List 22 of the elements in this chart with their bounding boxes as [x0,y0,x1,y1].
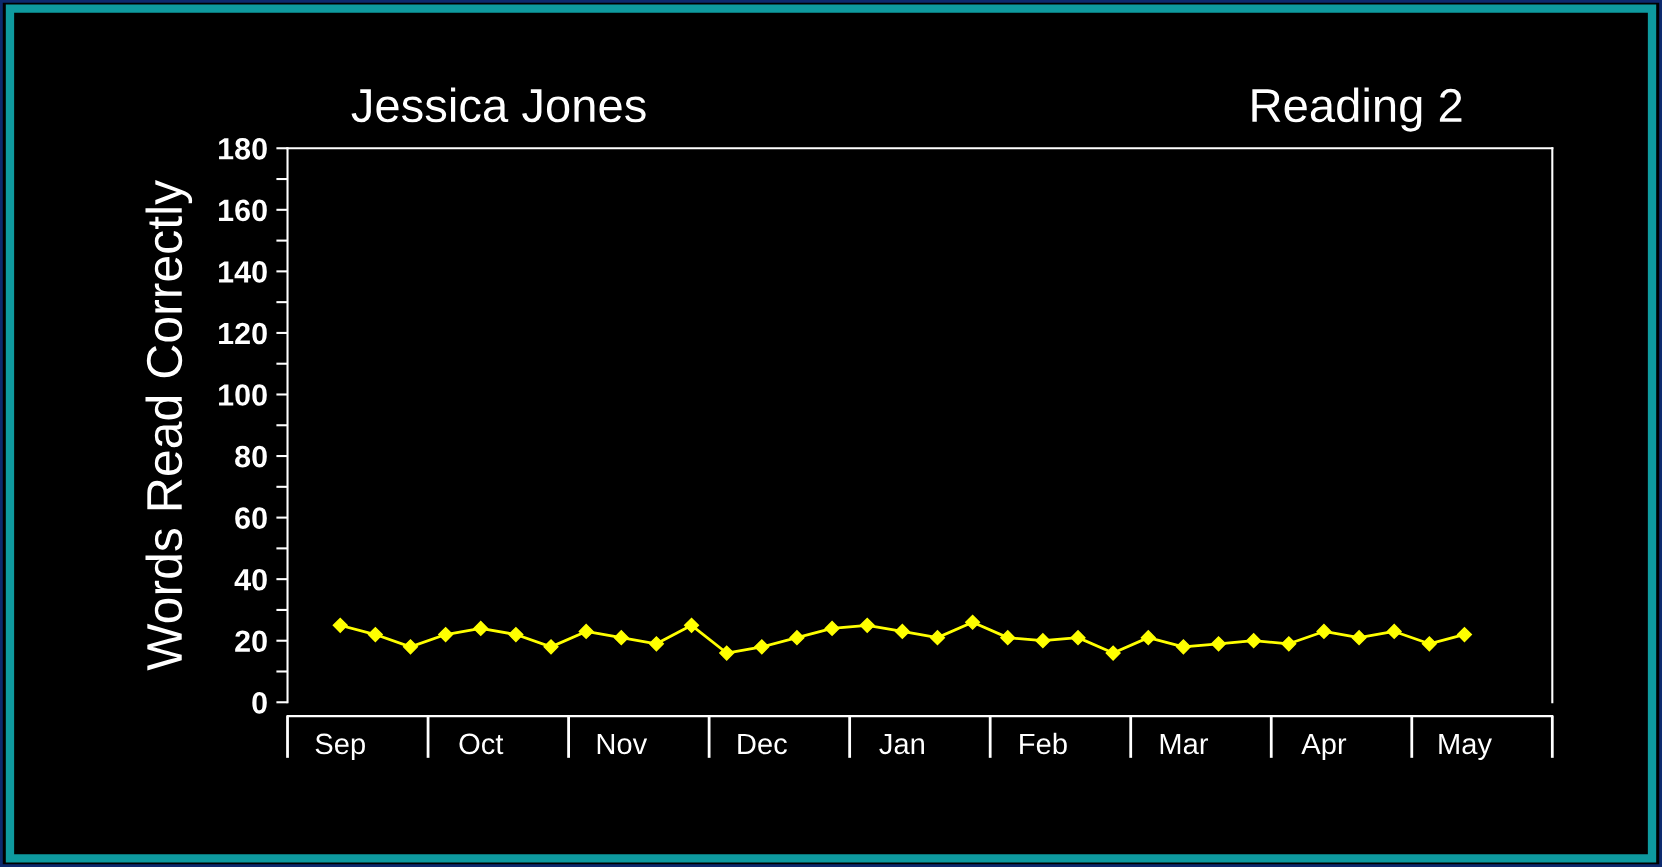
x-tick-label: Feb [1020,732,1067,755]
x-tick-label: Nov [597,733,648,755]
y-axis-title: Words Read Correctly [145,179,193,671]
y-tick-label: 60 [235,507,267,529]
y-tick-label: 20 [235,630,267,653]
y-tick-label: 180 [219,137,267,160]
y-tick-label: 0 [252,692,267,714]
y-tick-label: 140 [219,261,267,283]
chart-subtitle: Reading 2 [1252,87,1462,132]
x-tick-label: Dec [738,733,787,755]
y-tick-label: 40 [234,568,267,591]
x-tick-label: May [1439,733,1492,761]
x-tick-label: Mar [1160,733,1209,755]
x-tick-label: Jan [879,733,924,755]
chart-title: Jessica Jones [351,87,646,123]
x-tick-label: Oct [459,733,504,755]
y-tick-label: 100 [219,384,267,406]
y-tick-label: 160 [219,199,267,222]
y-tick-label: 120 [219,322,267,345]
x-tick-label: Sep [315,733,365,761]
x-tick-label: Apr [1301,733,1347,761]
y-tick-label: 80 [235,445,267,468]
